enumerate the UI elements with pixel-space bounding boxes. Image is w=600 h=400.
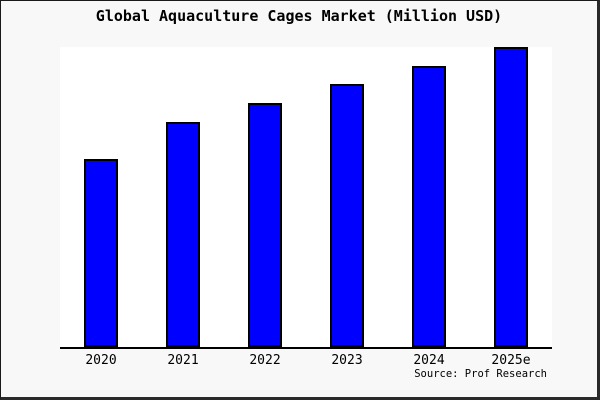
- bar-2024: [412, 66, 446, 347]
- bar-2020: [84, 159, 118, 347]
- x-tick-label-2024: 2024: [413, 353, 445, 368]
- plot-area: [60, 47, 552, 349]
- bar-2023: [330, 84, 364, 347]
- x-tick-label-2021: 2021: [167, 353, 199, 368]
- x-tick-label-2020: 2020: [85, 353, 117, 368]
- bar-2021: [166, 122, 200, 347]
- bar-2025e: [494, 47, 528, 347]
- x-axis-labels: 2020 2021 2022 2023 2024 2025e: [60, 353, 552, 369]
- x-tick-label-2022: 2022: [249, 353, 281, 368]
- chart-title: Global Aquaculture Cages Market (Million…: [95, 7, 503, 25]
- source-credit: Source: Prof Research: [414, 368, 547, 380]
- bar-2022: [248, 103, 282, 347]
- x-tick-label-2023: 2023: [331, 353, 363, 368]
- x-tick-label-2025e: 2025e: [491, 353, 531, 368]
